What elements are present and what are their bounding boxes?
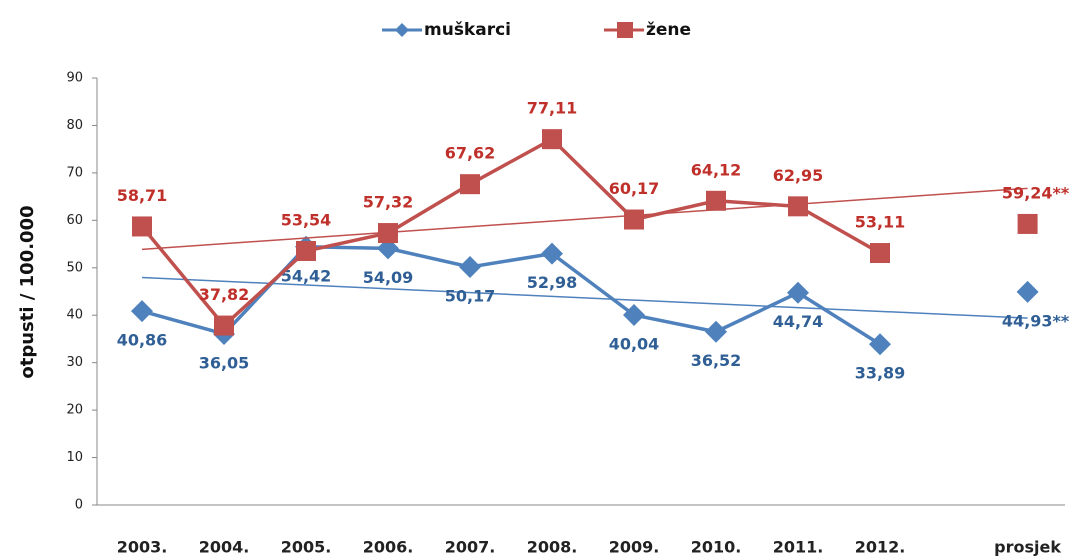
marker — [787, 281, 809, 304]
y-tick-label: 40 — [66, 308, 83, 323]
marker — [869, 333, 891, 356]
data-label: 44,93** — [1002, 311, 1070, 330]
data-label: 67,62 — [445, 144, 496, 163]
x-tick-label: prosjek — [994, 538, 1061, 557]
trendline — [141, 187, 1028, 251]
legend-marker — [617, 22, 633, 38]
marker — [624, 209, 644, 230]
marker — [705, 320, 727, 343]
y-tick-label: 20 — [66, 403, 83, 418]
series-line — [141, 245, 881, 346]
y-tick-label: 30 — [66, 355, 83, 370]
y-tick-label: 0 — [75, 498, 83, 513]
legend-label: muškarci — [424, 20, 511, 40]
data-label: 57,32 — [363, 193, 414, 212]
y-tick-label: 70 — [66, 165, 83, 180]
data-label: 37,82 — [199, 285, 250, 304]
x-tick-label: 2007. — [445, 538, 496, 557]
x-tick-label: 2010. — [691, 538, 742, 557]
marker — [541, 242, 563, 265]
data-label: 53,11 — [855, 213, 906, 232]
y-tick-label: 10 — [66, 450, 83, 465]
data-label: 52,98 — [527, 273, 578, 292]
marker — [214, 315, 234, 336]
x-tick-label: 2006. — [363, 538, 414, 557]
marker — [870, 243, 890, 264]
data-label: 62,95 — [773, 166, 824, 185]
data-label: 33,89 — [855, 364, 906, 383]
data-label: 60,17 — [609, 179, 660, 198]
data-label: 40,04 — [609, 335, 660, 354]
x-tick-label: 2003. — [117, 538, 168, 557]
marker — [131, 300, 153, 323]
data-label: 53,54 — [281, 210, 332, 229]
marker — [459, 255, 481, 278]
data-label: 54,42 — [281, 266, 332, 285]
x-tick-label: 2008. — [527, 538, 578, 557]
series-line — [140, 136, 881, 329]
marker — [1017, 213, 1038, 234]
data-label: 36,05 — [199, 353, 250, 372]
trendline — [141, 276, 1028, 319]
x-tick-label: 2011. — [773, 538, 824, 557]
data-label: 50,17 — [445, 286, 496, 305]
marker — [378, 223, 398, 244]
data-label: 59,24** — [1002, 183, 1070, 202]
marker — [706, 190, 726, 211]
data-label: 44,74 — [773, 312, 824, 331]
data-label: 54,09 — [363, 268, 414, 287]
data-label: 58,71 — [117, 186, 168, 205]
y-tick-label: 80 — [66, 118, 83, 133]
y-tick-label: 50 — [66, 260, 83, 275]
marker — [460, 174, 480, 195]
marker — [296, 240, 316, 261]
marker — [788, 196, 808, 217]
y-tick-label: 60 — [66, 213, 83, 228]
y-tick-label: 90 — [66, 71, 83, 86]
x-tick-label: 2004. — [199, 538, 250, 557]
data-label: 77,11 — [527, 99, 578, 118]
data-label: 64,12 — [691, 160, 742, 179]
marker — [542, 129, 562, 150]
marker — [623, 304, 645, 327]
data-label: 36,52 — [691, 351, 742, 370]
x-tick-label: 2012. — [855, 538, 906, 557]
marker — [132, 216, 152, 237]
marker — [1016, 280, 1039, 303]
legend-marker — [395, 23, 409, 37]
x-tick-label: 2009. — [609, 538, 660, 557]
x-tick-label: 2005. — [281, 538, 332, 557]
legend-label: žene — [646, 20, 691, 40]
data-label: 40,86 — [117, 331, 168, 350]
y-axis-title: otpusti / 100.000 — [17, 205, 38, 378]
